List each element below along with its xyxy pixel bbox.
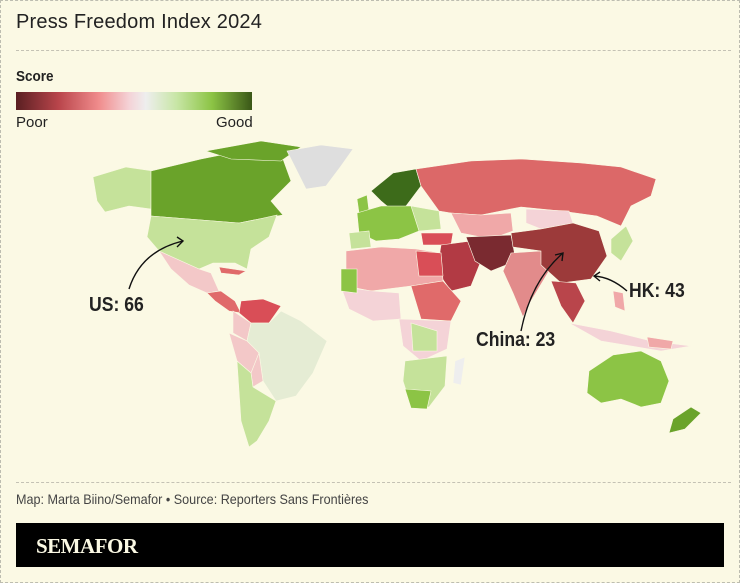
country-mauritania: [340, 268, 358, 294]
hk-annotation-arrow: [593, 275, 628, 292]
semafor-logo[interactable]: SEMAFOR: [36, 534, 138, 558]
china-annotation-arrow: [520, 252, 564, 332]
divider: [16, 50, 731, 51]
us-annotation-arrow: [128, 240, 184, 290]
country-south-africa: [404, 388, 432, 410]
country-korea-japan: [610, 225, 634, 262]
us-score-label: US: 66: [89, 294, 144, 316]
country-madagascar: [452, 356, 466, 386]
country-sudan-ethiopia: [410, 280, 462, 322]
country-canada: [150, 150, 292, 224]
country-drc: [410, 322, 438, 352]
country-iberia: [348, 230, 372, 250]
country-cuba: [218, 266, 247, 276]
china-arrow-head: [554, 252, 564, 262]
footer-bar: SEMAFOR: [16, 523, 724, 567]
country-indonesia: [568, 322, 692, 352]
legend-color-scale: [16, 92, 252, 110]
world-map: [92, 140, 702, 448]
hk-arrow-head: [592, 271, 601, 282]
china-score-label: China: 23: [476, 329, 556, 351]
legend-low-label: Poor: [16, 114, 48, 131]
country-central-america: [206, 290, 242, 314]
country-east-europe: [410, 205, 442, 232]
country-russia: [415, 158, 657, 227]
hk-score-label: HK: 43: [629, 280, 685, 302]
country-scandinavia: [370, 168, 422, 212]
us-arrow-head: [176, 236, 185, 248]
chart-title: Press Freedom Index 2024: [16, 11, 263, 33]
country-new-zealand: [668, 406, 702, 434]
country-chile-argentina: [236, 360, 277, 448]
divider: [16, 482, 731, 483]
legend-title: Score: [16, 68, 54, 85]
country-southeast-asia: [550, 280, 586, 324]
country-egypt: [415, 250, 444, 277]
country-iran-afghanistan: [465, 234, 517, 272]
country-papua: [646, 336, 674, 350]
country-greenland: [286, 144, 354, 190]
source-credit: Map: Marta Biino/Semafor • Source: Repor…: [16, 491, 369, 507]
country-australia: [586, 350, 670, 408]
country-alaska: [92, 166, 154, 213]
country-philippines: [612, 290, 626, 312]
country-china: [510, 222, 608, 284]
country-kazakhstan: [450, 212, 514, 240]
legend-high-label: Good: [216, 114, 253, 131]
country-turkey: [420, 232, 454, 246]
